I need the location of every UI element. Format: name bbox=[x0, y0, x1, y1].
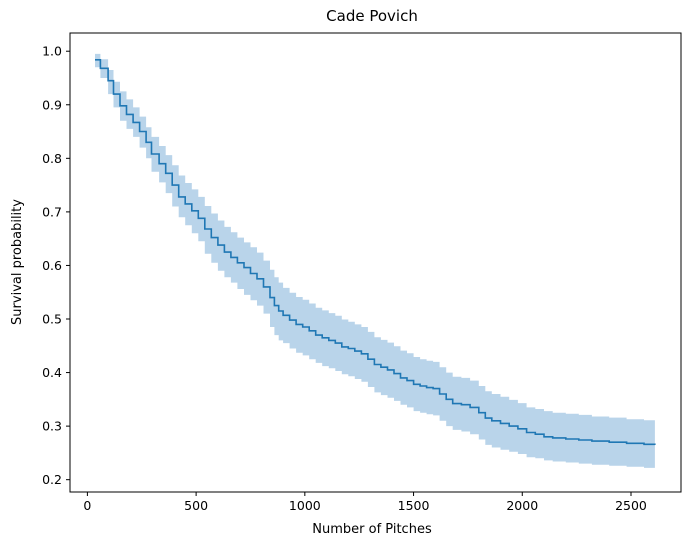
confidence-band bbox=[95, 53, 655, 470]
y-tick-label: 0.3 bbox=[42, 419, 62, 434]
y-tick-label: 0.9 bbox=[42, 97, 62, 112]
y-tick-label: 0.4 bbox=[42, 365, 62, 380]
plot-area bbox=[95, 53, 656, 470]
y-tick-label: 0.8 bbox=[42, 151, 62, 166]
y-tick-label: 0.2 bbox=[42, 472, 62, 487]
axes-frame bbox=[69, 32, 682, 493]
y-axis: 0.2 0.3 0.4 0.5 0.6 0.7 0.8 0.9 1.0 bbox=[42, 44, 70, 487]
chart-title: Cade Povich bbox=[326, 7, 418, 25]
y-axis-label: Survival probability bbox=[10, 199, 25, 325]
y-tick-label: 1.0 bbox=[42, 44, 62, 59]
x-tick-label: 0 bbox=[83, 498, 91, 513]
y-tick-label: 0.5 bbox=[42, 312, 62, 327]
x-tick-label: 1500 bbox=[398, 498, 430, 513]
x-axis-label: Number of Pitches bbox=[312, 522, 432, 537]
survival-line bbox=[95, 59, 656, 446]
x-tick-label: 500 bbox=[184, 498, 208, 513]
y-tick-label: 0.7 bbox=[42, 204, 62, 219]
x-tick-label: 1000 bbox=[289, 498, 321, 513]
x-tick-label: 2500 bbox=[615, 498, 647, 513]
y-tick-label: 0.6 bbox=[42, 258, 62, 273]
x-tick-label: 2000 bbox=[506, 498, 538, 513]
x-axis: 0 500 1000 1500 2000 2500 bbox=[83, 492, 647, 513]
